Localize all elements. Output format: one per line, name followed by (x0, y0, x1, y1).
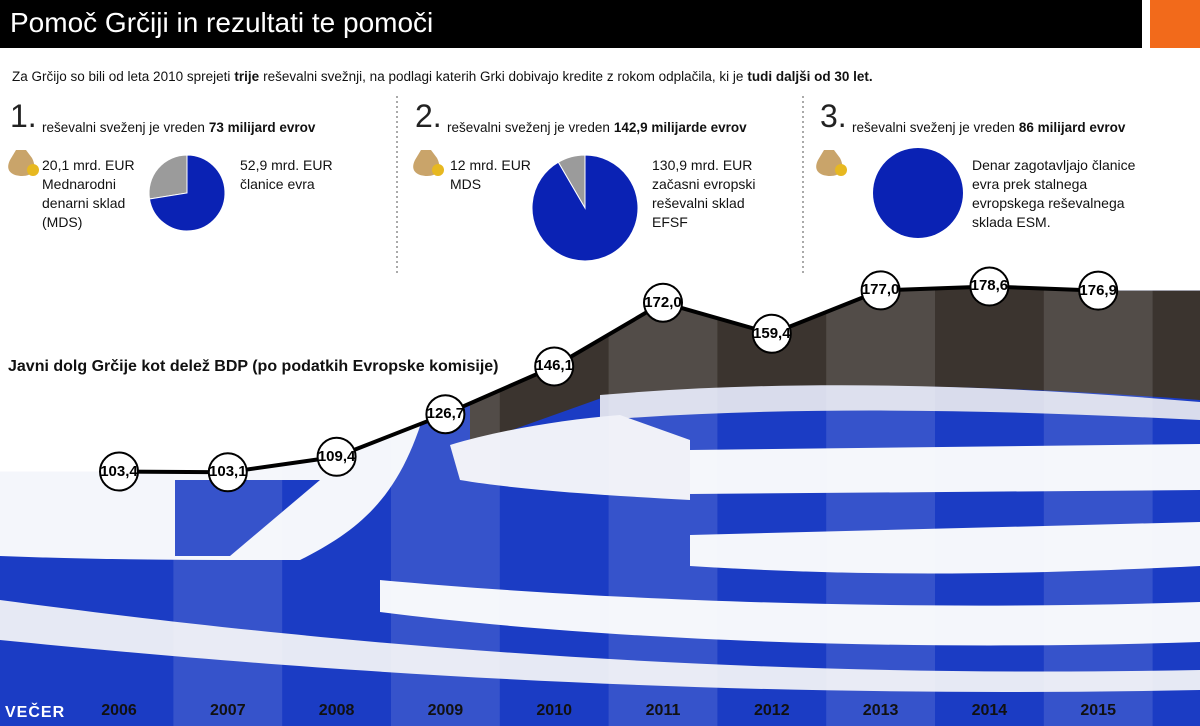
slice-text: 12 mrd. EUR MDS (450, 156, 540, 194)
data-point (425, 394, 466, 435)
value-label: 103,1 (209, 463, 247, 481)
data-point (969, 266, 1010, 307)
slice-label: Mednarodni denarni sklad (MDS) (42, 176, 126, 230)
slice-label: MDS (450, 176, 482, 192)
value-label: 146,1 (535, 357, 573, 375)
package-amount: 86 milijard evrov (1018, 120, 1126, 135)
package-title: reševalni sveženj je vreden 142,9 milijar… (447, 120, 747, 135)
package-title: reševalni sveženj je vreden 86 milijard e… (852, 120, 1126, 135)
data-point (751, 313, 792, 354)
pie-slice (873, 148, 963, 238)
year-band (1043, 286, 1153, 726)
slice-text: 20,1 mrd. EUR Mednarodni denarni sklad (M… (42, 156, 152, 232)
money-bag-icon (8, 150, 39, 176)
data-point (207, 452, 248, 493)
line-chart-title: Javni dolg Grčije kot delež BDP (po poda… (8, 358, 499, 375)
year-label: 2014 (971, 702, 1008, 719)
value-label: 178,6 (970, 277, 1009, 295)
intro-part: Za Grčijo so bili od leta 2010 sprejeti (12, 69, 231, 84)
accent-box (1150, 0, 1200, 48)
slice-value-label: 12 mrd. EUR (450, 157, 531, 173)
year-label: 2010 (536, 702, 572, 719)
package-amount: 73 milijard evrov (208, 120, 316, 135)
package-amount: 142,9 milijarde evrov (613, 120, 747, 135)
pie-slice (531, 154, 639, 262)
page-title: Pomoč Grčiji in rezultati te pomoči (10, 7, 434, 38)
package-title: reševalni sveženj je vreden 73 milijard e… (42, 120, 316, 135)
data-point (860, 270, 901, 311)
year-label: 2012 (754, 702, 790, 719)
data-point (316, 436, 357, 477)
logo: VEČER (5, 704, 66, 721)
year-label: 2009 (427, 702, 464, 719)
money-bag-icon (413, 150, 444, 176)
money-bag-icon (816, 150, 847, 176)
data-point (534, 346, 575, 387)
year-label: 2007 (210, 702, 246, 719)
slice-label: Denar zagotavljajo članice evra prek sta… (972, 157, 1136, 230)
slice-text: 52,9 mrd. EUR članice evra (240, 156, 360, 194)
slice-value-label: 52,9 mrd. EUR (240, 157, 333, 173)
debt-line (118, 284, 1099, 475)
value-label: 172,0 (644, 293, 682, 311)
data-point (99, 451, 139, 492)
value-label: 103,4 (100, 462, 138, 480)
package-number: 1. (10, 98, 37, 134)
pie-slice (148, 154, 188, 200)
year-label: 2015 (1080, 702, 1116, 719)
value-label: 177,0 (861, 281, 900, 299)
slice-text: 130,9 mrd. EUR začasni evropski reševalni… (652, 156, 762, 232)
year-band (608, 286, 718, 726)
year-label: 2013 (862, 702, 899, 719)
year-label: 2006 (101, 702, 137, 719)
intro-part: trije (234, 69, 260, 84)
intro: Za Grčijo so bili od leta 2010 sprejeti t… (12, 67, 877, 86)
pie-slice (148, 154, 226, 232)
value-label: 126,7 (426, 405, 465, 423)
slice-label: članice evra (240, 176, 315, 192)
slice-label: začasni evropski reševalni sklad EFSF (652, 176, 756, 230)
data-point (643, 282, 683, 323)
slice-value-label: 130,9 mrd. EUR (652, 157, 753, 173)
intro-part: tudi daljši od 30 let. (747, 69, 873, 84)
year-label: 2011 (645, 702, 681, 719)
year-label: 2008 (318, 702, 355, 719)
data-point (1078, 270, 1119, 311)
header-bar: Pomoč Grčiji in rezultati te pomoči (0, 0, 1142, 48)
package-number: 3. (820, 98, 847, 134)
value-label: 109,4 (317, 447, 356, 465)
slice-value-label: 20,1 mrd. EUR (42, 157, 135, 173)
year-band (826, 286, 935, 726)
value-label: 176,9 (1079, 281, 1117, 299)
value-label: 159,4 (753, 324, 791, 342)
package-number: 2. (415, 98, 442, 134)
year-bands (173, 286, 1153, 726)
slice-text: Denar zagotavljajo članice evra prek sta… (972, 156, 1142, 232)
intro-part: reševalni svežnji, na podlagi katerih Gr… (263, 69, 744, 84)
